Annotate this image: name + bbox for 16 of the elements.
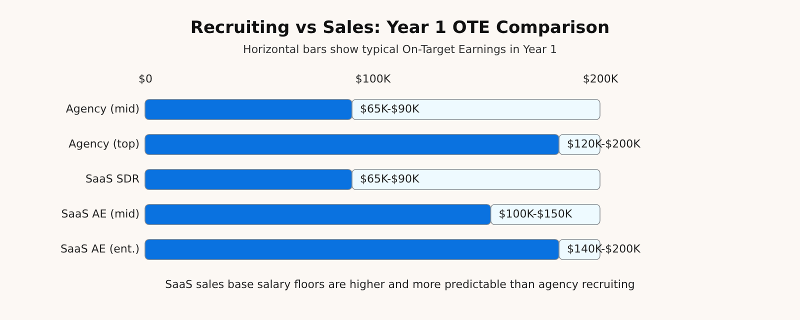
annotation: $100K-$150K (498, 208, 573, 220)
annotation: $120K-$200K (567, 138, 642, 150)
x-tick-label: $0 (138, 72, 152, 86)
annotation: $65K-$90K (360, 172, 420, 186)
x-tick-label: $200K (582, 72, 619, 86)
y-tick-label: SaaS SDR (85, 172, 140, 186)
y-tick-label: SaaS AE (ent.) (60, 242, 140, 256)
y-tick-label: Agency (mid) (66, 102, 140, 116)
annotation: $140K-$200K (567, 242, 642, 256)
text: SaaS sales base salary floors are higher and more predictable than agency recruiting (165, 278, 635, 291)
y-tick-label: SaaS AE (mid) (61, 208, 140, 220)
y-tick-label: Agency (top) (68, 138, 140, 150)
chart-subtitle: Horizontal bars show typical On-Target Earnings in Year 1 (243, 43, 557, 56)
annotation: $65K-$90K (360, 102, 420, 116)
chart-title: Recruiting vs Sales: Year 1 OTE Comparison (190, 18, 610, 38)
x-tick-label: $100K (355, 72, 392, 86)
